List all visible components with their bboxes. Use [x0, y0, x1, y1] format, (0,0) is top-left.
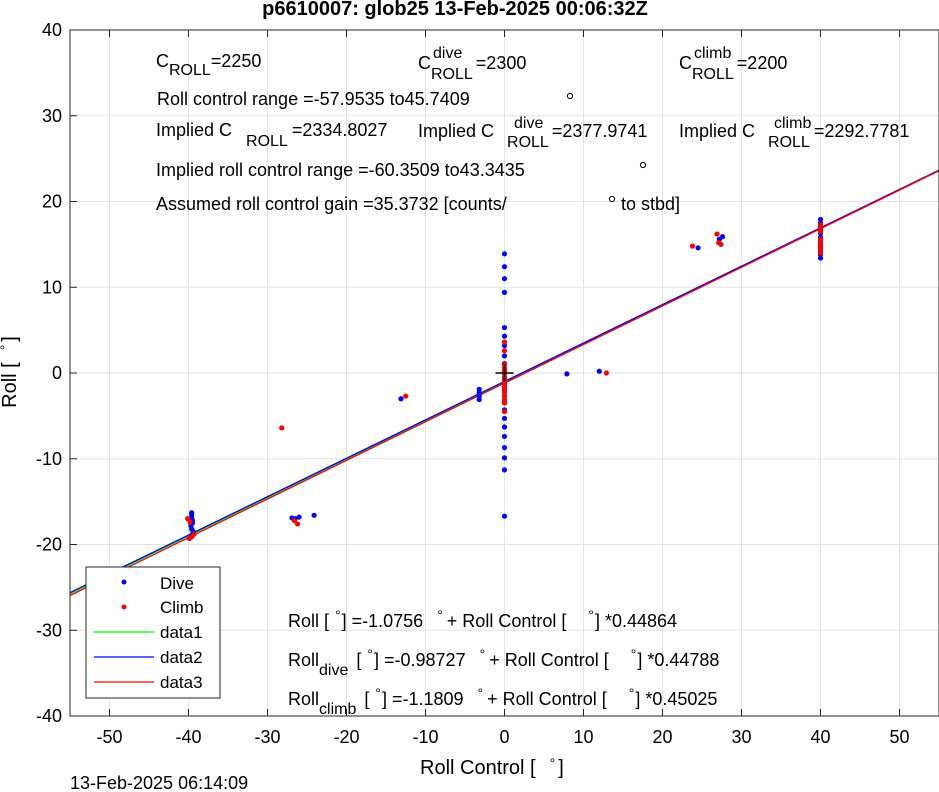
x-tick-label: 10 — [573, 727, 593, 747]
legend-label-data3: data3 — [160, 673, 203, 692]
annotation-gain-end: to stbd] — [621, 194, 680, 214]
origin-crosshair — [495, 364, 514, 382]
y-tick-label: -10 — [36, 449, 62, 469]
legend-swatch-climb — [121, 604, 127, 610]
point-dive — [311, 512, 317, 518]
fit-equation-dive: Rolldive[°] =-0.98727 ° + Roll Control [°]… — [288, 646, 719, 679]
legend-label-data2: data2 — [160, 648, 203, 667]
annotation-implied-c-climb-sup: climb — [774, 115, 811, 132]
x-axis-label: Roll Control [°] — [420, 755, 564, 779]
point-dive — [501, 324, 508, 331]
point-climb — [718, 241, 724, 247]
point-climb — [279, 425, 285, 431]
point-dive — [296, 514, 302, 520]
point-dive — [564, 371, 570, 377]
legend-label-dive: Dive — [160, 574, 194, 593]
annotation-c-roll-dive: CROLL=2300 — [418, 53, 526, 83]
y-tick-label: 10 — [42, 277, 62, 297]
point-dive — [398, 396, 404, 402]
annotation-c-roll-climb-sup: climb — [694, 45, 731, 62]
x-tick-label: -50 — [96, 727, 122, 747]
annotations: CROLL=2250 dive CROLL=2300 climb CROLL=2… — [156, 45, 909, 718]
point-dive — [501, 415, 508, 422]
annotation-implied-c: Implied CROLL=2334.8027 — [156, 120, 387, 150]
x-tick-label: 50 — [889, 727, 909, 747]
y-tick-label: 0 — [52, 363, 62, 383]
annotation-implied-c-dive: Implied CROLL=2377.9741 — [418, 121, 647, 151]
legend-label-data1: data1 — [160, 623, 203, 642]
legend: Dive Climb data1 data2 data3 — [85, 566, 221, 699]
point-climb — [714, 231, 720, 237]
x-tick-label: 20 — [652, 727, 672, 747]
point-dive — [695, 245, 701, 251]
point-climb — [187, 519, 193, 525]
annotation-implied-c-dive-sup: dive — [514, 115, 543, 132]
point-climb — [501, 408, 508, 415]
fit-equation-climb: Rollclimb[°] =-1.1809 ° + Roll Control [°]… — [288, 685, 717, 718]
point-climb — [403, 393, 409, 399]
point-climb — [501, 348, 508, 354]
degree-marker — [608, 195, 616, 203]
point-climb — [689, 243, 696, 249]
y-axis-ticks: -40 -30 -20 -10 0 10 20 30 40 — [36, 20, 77, 726]
point-climb — [501, 339, 508, 345]
point-dive — [501, 264, 508, 270]
chart-title: p6610007: glob25 13-Feb-2025 00:06:32Z — [262, 0, 648, 20]
point-dive — [476, 396, 482, 403]
legend-swatch-dive — [121, 579, 127, 585]
point-dive — [501, 289, 508, 295]
point-climb — [501, 400, 508, 406]
y-tick-label: -20 — [36, 535, 62, 555]
point-climb — [817, 228, 824, 235]
x-tick-label: 40 — [810, 727, 830, 747]
x-axis-ticks: -50 -40 -30 -20 -10 0 10 20 30 40 50 — [96, 30, 910, 747]
degree-marker — [566, 92, 574, 100]
degree-marker — [639, 161, 647, 169]
point-climb — [291, 517, 297, 524]
point-dive — [501, 433, 508, 440]
point-dive — [501, 445, 508, 451]
timestamp: 13-Feb-2025 06:14:09 — [70, 773, 248, 792]
point-dive — [501, 424, 508, 430]
fit-equation-all: Roll [°] =-1.0756 ° + Roll Control [°] *0.… — [288, 607, 677, 631]
y-tick-label: 20 — [42, 192, 62, 212]
point-dive — [501, 467, 508, 473]
point-dive — [501, 276, 508, 282]
x-tick-label: -10 — [412, 727, 438, 747]
annotation-gain: Assumed roll control gain =35.3732 [coun… — [156, 194, 507, 214]
x-tick-label: -20 — [333, 727, 359, 747]
x-tick-label: 30 — [731, 727, 751, 747]
point-dive — [501, 251, 508, 257]
point-dive — [501, 353, 508, 359]
annotation-implied-range: Implied roll control range =-60.3509 to4… — [156, 160, 525, 180]
x-tick-label: -30 — [254, 727, 280, 747]
y-tick-label: 40 — [42, 20, 62, 40]
point-dive — [501, 513, 508, 519]
y-tick-label: -40 — [36, 706, 62, 726]
point-dive — [817, 255, 824, 261]
point-dive — [719, 234, 726, 240]
point-climb — [603, 370, 610, 376]
annotation-roll-control-range: Roll control range =-57.9535 to45.7409 — [157, 89, 470, 109]
data-points — [185, 216, 824, 542]
point-climb — [817, 250, 824, 256]
annotation-c-roll-dive-sup: dive — [433, 45, 462, 62]
annotation-c-roll-climb: CROLL=2200 — [679, 53, 787, 83]
point-climb — [186, 535, 192, 542]
legend-label-climb: Climb — [160, 598, 203, 617]
point-dive — [501, 333, 508, 339]
y-tick-label: 30 — [42, 106, 62, 126]
x-tick-label: 0 — [499, 727, 509, 747]
y-tick-label: -30 — [36, 620, 62, 640]
x-tick-label: -40 — [175, 727, 201, 747]
y-axis-label: Roll [°] — [0, 336, 21, 408]
point-dive — [596, 368, 602, 374]
annotation-implied-c-climb: Implied CROLL=2292.7781 — [679, 121, 909, 151]
point-climb — [294, 521, 301, 527]
point-dive — [501, 455, 508, 461]
annotation-c-roll: CROLL=2250 — [156, 51, 261, 79]
